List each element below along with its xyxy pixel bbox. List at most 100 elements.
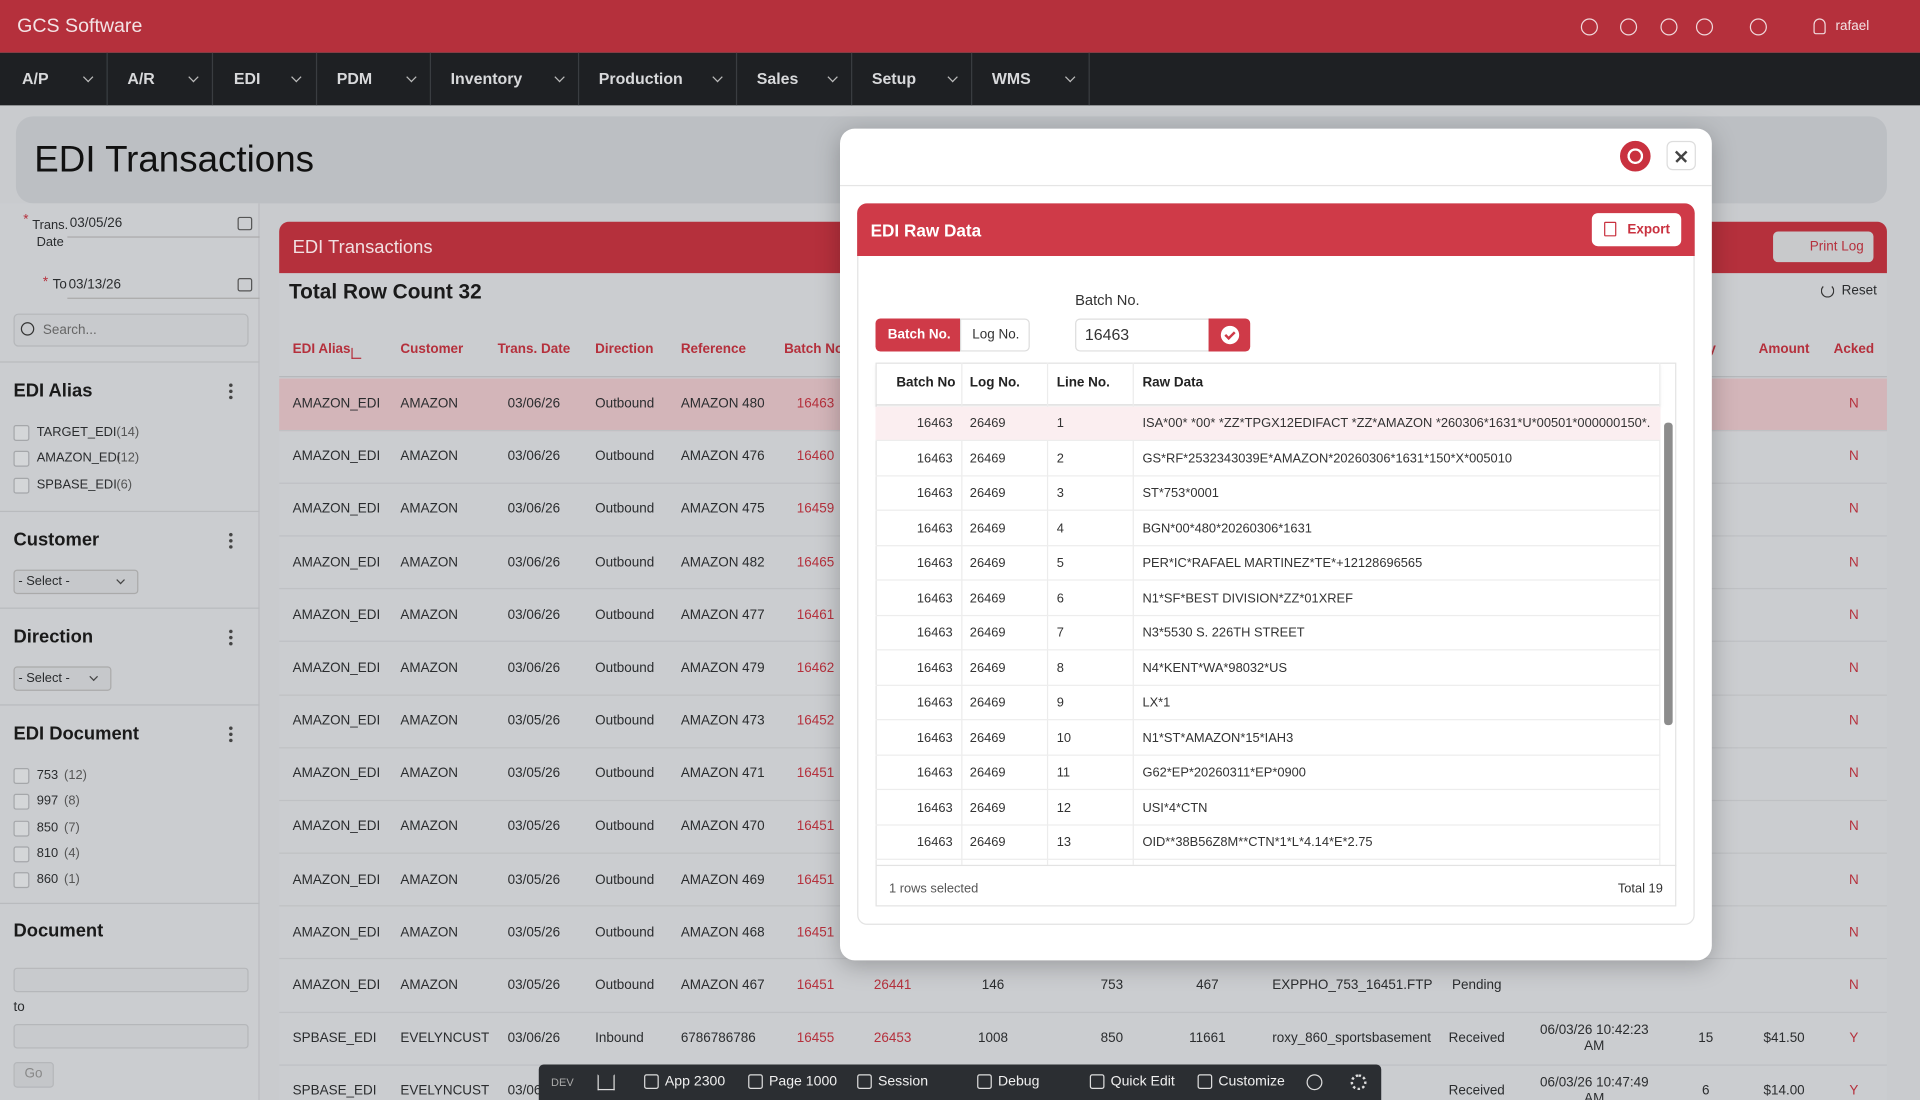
export-label[interactable]: Export [1627,222,1671,238]
raw-row[interactable] [875,721,1661,756]
export-button[interactable] [1591,213,1682,247]
header-icon[interactable] [1580,18,1598,36]
raw-row[interactable] [875,406,1661,442]
date-input[interactable] [67,272,260,299]
nav-item[interactable]: EDI [233,69,261,88]
toolbar-item[interactable]: App 2300 [664,1074,726,1090]
cell: AMAZON [400,502,459,517]
reset-label[interactable]: Reset [1841,283,1877,299]
nav-item[interactable]: Inventory [450,69,523,88]
toolbar-item[interactable]: Session [877,1074,929,1090]
select[interactable] [13,569,139,595]
cell: 03/06/26 [507,660,561,676]
toolbar-item[interactable]: DEV [551,1076,574,1089]
modal-icon[interactable] [1620,140,1651,172]
nav-item[interactable]: Production [598,69,683,88]
raw-row[interactable] [875,476,1661,512]
raw-row[interactable] [875,581,1661,616]
nav-item[interactable]: WMS [991,69,1031,88]
close-button[interactable] [1666,140,1696,171]
tab[interactable] [960,318,1030,352]
toolbar-icon[interactable] [977,1074,992,1089]
checkbox[interactable] [13,768,30,784]
header-icon[interactable] [1749,18,1767,36]
raw-row[interactable] [875,511,1661,547]
tab-active[interactable] [875,318,961,352]
kebab-menu[interactable] [228,725,233,743]
kebab-menu[interactable] [228,382,233,400]
toolbar-item[interactable]: Page 1000 [768,1074,838,1090]
checkbox[interactable] [13,794,30,811]
calendar-icon[interactable] [237,216,253,231]
option-label[interactable]: 997 [36,793,59,809]
group-divider [0,607,260,609]
user-name[interactable]: rafael [1835,18,1870,34]
toolbar-item[interactable]: Quick Edit [1110,1074,1175,1090]
date-input[interactable] [67,211,260,238]
search-box[interactable] [13,313,249,347]
toolbar-icon[interactable] [644,1074,659,1089]
calendar-icon[interactable] [237,278,253,292]
doc-input[interactable] [13,967,249,993]
select-value[interactable]: - Select - [18,574,70,589]
toolbar-icon[interactable] [857,1074,872,1089]
scrollbar-thumb[interactable] [1664,422,1673,726]
checkbox[interactable] [13,872,30,889]
tab[interactable]: Batch No. [887,327,951,343]
header-icon[interactable] [1620,18,1638,36]
checkbox[interactable] [13,425,30,441]
raw-row[interactable] [875,441,1661,477]
search-placeholder[interactable]: Search... [42,322,97,338]
checkbox[interactable] [13,820,30,837]
checkbox[interactable] [13,451,30,468]
kebab-menu[interactable] [228,628,233,646]
reset-icon[interactable] [1820,284,1835,298]
print-log-button[interactable] [1773,231,1874,263]
option-label[interactable]: 860 [36,872,59,887]
raw-row[interactable] [875,825,1661,861]
raw-row[interactable] [875,790,1661,826]
raw-row[interactable] [875,546,1661,581]
header-icon[interactable] [1695,18,1714,36]
toolbar-icon[interactable] [748,1074,763,1089]
cell: AMAZON 469 [680,872,765,887]
doc-input[interactable] [13,1024,249,1049]
user-icon[interactable] [1813,18,1826,35]
go-label[interactable]: Go [24,1066,43,1082]
raw-row[interactable] [875,651,1661,686]
checkbox[interactable] [13,846,30,863]
option-label[interactable]: 753 [36,767,59,783]
raw-row[interactable] [875,686,1661,721]
settings-icon[interactable] [1350,1074,1367,1091]
nav-item[interactable]: PDM [336,69,373,88]
header-icon[interactable] [1660,18,1678,36]
option-label[interactable]: 810 [36,845,59,861]
raw-row[interactable] [875,616,1661,651]
go-button[interactable] [13,1062,54,1088]
raw-row[interactable] [875,755,1661,791]
print-log-label[interactable]: Print Log [1809,239,1864,255]
nav-item[interactable]: Setup [871,69,917,88]
grid-row[interactable] [279,960,1887,1013]
option-label[interactable]: 850 [36,819,59,835]
option-label[interactable]: SPBASE_EDI [36,476,117,492]
select[interactable] [13,666,112,691]
toolbar-icon[interactable] [1197,1074,1213,1089]
cell: 850 [1100,1030,1124,1046]
option-label[interactable]: AMAZON_EDI [36,450,121,466]
option-label[interactable]: TARGET_EDI [36,424,117,440]
nav-item[interactable]: Sales [756,69,799,88]
toolbar-item[interactable]: Customize [1218,1074,1285,1090]
select-value[interactable]: - Select - [18,670,70,686]
nav-item[interactable]: A/R [127,69,155,88]
nav-item[interactable]: A/P [22,69,49,88]
checkbox[interactable] [13,477,30,494]
toolbar-item[interactable]: Debug [997,1074,1040,1090]
toolbar-icon[interactable] [1089,1074,1105,1089]
raw-cell: 26469 [969,451,1006,466]
info-icon[interactable] [1306,1074,1323,1091]
tab[interactable]: Log No. [972,327,1020,343]
home-icon[interactable] [597,1074,615,1091]
kebab-menu[interactable] [228,531,233,549]
batch-value[interactable]: 16463 [1084,325,1130,344]
